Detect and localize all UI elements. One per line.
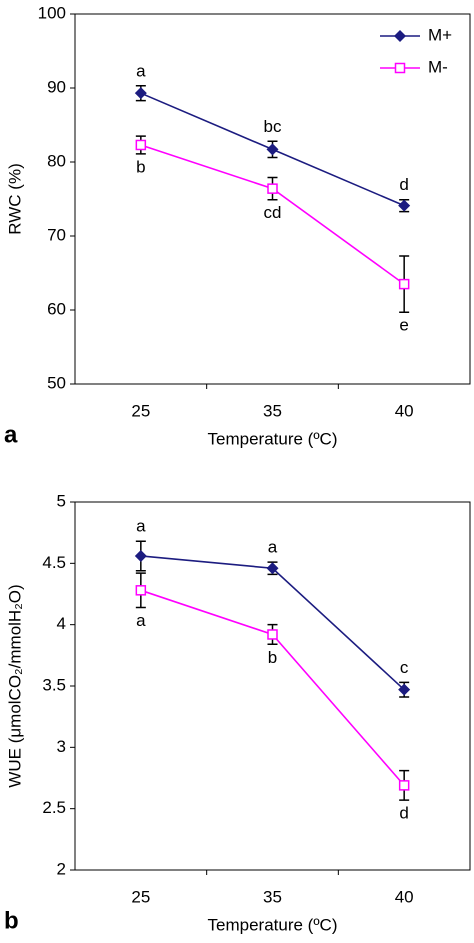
marker [266, 562, 279, 575]
x-axis-label: Temperature (ºC) [208, 915, 338, 934]
legend-label: M+ [428, 25, 452, 44]
marker [398, 780, 410, 791]
x-axis-label: Temperature (ºC) [208, 429, 338, 448]
significance-letter: a [136, 61, 146, 80]
y-tick-label: 70 [47, 225, 66, 244]
y-axis-label: WUE (μmolCO₂/mmolH₂O) [5, 584, 24, 787]
significance-letter: a [136, 611, 146, 630]
panel-label: a [4, 421, 18, 448]
y-tick-label: 50 [47, 373, 66, 392]
significance-letter: a [268, 538, 278, 557]
marker [134, 87, 147, 100]
y-tick-label: 2 [57, 859, 66, 878]
significance-letter: d [399, 175, 408, 194]
x-tick-label: 40 [395, 401, 414, 420]
plot-frame [74, 13, 471, 385]
series-line [140, 555, 405, 691]
y-tick-label: 100 [38, 3, 66, 22]
significance-letter: bc [264, 117, 282, 136]
x-tick-label: 25 [131, 401, 150, 420]
y-tick-label: 5 [57, 491, 66, 510]
marker [398, 278, 410, 290]
y-tick-label: 4 [57, 614, 66, 633]
y-tick-label: 3 [57, 737, 66, 756]
x-tick-label: 35 [263, 887, 282, 906]
y-tick-label: 90 [47, 77, 66, 96]
y-tick-label: 2.5 [42, 798, 66, 817]
significance-letter: cd [264, 203, 282, 222]
x-tick-label: 35 [263, 401, 282, 420]
marker [266, 143, 279, 156]
significance-letter: b [268, 648, 277, 667]
y-tick-label: 3.5 [42, 675, 66, 694]
marker [398, 683, 411, 696]
x-tick-label: 25 [131, 887, 150, 906]
significance-letter: d [399, 804, 408, 823]
marker [267, 629, 278, 640]
plot-frame [74, 501, 471, 871]
y-tick-label: 80 [47, 151, 66, 170]
marker [135, 139, 147, 151]
marker [135, 585, 147, 596]
significance-letter: e [399, 316, 408, 335]
significance-letter: c [400, 658, 409, 677]
y-tick-label: 4.5 [42, 553, 66, 572]
significance-letter: b [136, 157, 145, 176]
panel-label: b [4, 907, 19, 934]
x-tick-label: 40 [395, 887, 414, 906]
legend-marker [394, 62, 406, 74]
legend-marker [394, 30, 406, 42]
marker [267, 183, 278, 194]
legend-label: M- [428, 57, 448, 76]
marker [398, 199, 411, 212]
marker [134, 549, 147, 562]
y-tick-label: 60 [47, 299, 66, 318]
significance-letter: a [136, 517, 146, 536]
y-axis-label: RWC (%) [5, 163, 24, 234]
series-line [140, 589, 405, 786]
